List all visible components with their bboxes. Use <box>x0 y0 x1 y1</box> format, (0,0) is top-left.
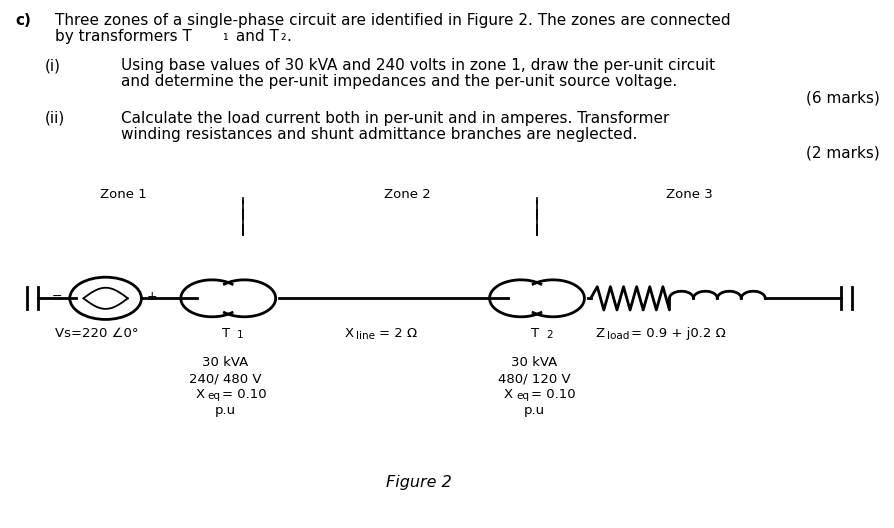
Text: −: − <box>52 290 63 303</box>
Text: by transformers T: by transformers T <box>55 29 192 44</box>
Text: (2 marks): (2 marks) <box>805 145 879 160</box>
Text: = 0.10: = 0.10 <box>222 388 266 401</box>
Text: T: T <box>530 327 538 341</box>
Text: T: T <box>222 327 230 341</box>
Text: 2: 2 <box>545 330 552 340</box>
Text: X: X <box>344 327 353 341</box>
Text: ₁: ₁ <box>222 29 227 43</box>
Text: 480/ 120 V: 480/ 120 V <box>497 372 570 385</box>
Text: (ii): (ii) <box>45 111 65 126</box>
Text: Vs=220 ∠0°: Vs=220 ∠0° <box>55 327 139 341</box>
Text: .: . <box>286 29 291 44</box>
Text: p.u: p.u <box>523 404 544 417</box>
Text: = 0.10: = 0.10 <box>530 388 575 401</box>
Text: and determine the per-unit impedances and the per-unit source voltage.: and determine the per-unit impedances an… <box>121 74 677 89</box>
Text: +: + <box>147 290 157 303</box>
Text: 30 kVA: 30 kVA <box>510 356 557 370</box>
Text: winding resistances and shunt admittance branches are neglected.: winding resistances and shunt admittance… <box>121 127 637 142</box>
Text: load: load <box>606 331 628 341</box>
Text: = 0.9 + j0.2 Ω: = 0.9 + j0.2 Ω <box>630 327 725 341</box>
Text: Calculate the load current both in per-unit and in amperes. Transformer: Calculate the load current both in per-u… <box>121 111 669 126</box>
Text: Zone 1: Zone 1 <box>100 187 147 201</box>
Text: Zone 2: Zone 2 <box>384 187 430 201</box>
Text: line: line <box>356 331 375 341</box>
Text: (6 marks): (6 marks) <box>805 91 879 106</box>
Text: Three zones of a single-phase circuit are identified in Figure 2. The zones are : Three zones of a single-phase circuit ar… <box>55 13 730 28</box>
Text: = 2 Ω: = 2 Ω <box>378 327 417 341</box>
Text: 1: 1 <box>237 330 243 340</box>
Text: Figure 2: Figure 2 <box>385 475 451 490</box>
Text: c): c) <box>15 13 31 28</box>
Text: and T: and T <box>231 29 278 44</box>
Text: 240/ 480 V: 240/ 480 V <box>189 372 262 385</box>
Text: Z: Z <box>595 327 603 341</box>
Text: 30 kVA: 30 kVA <box>202 356 249 370</box>
Text: Zone 3: Zone 3 <box>665 187 712 201</box>
Text: Using base values of 30 kVA and 240 volts in zone 1, draw the per-unit circuit: Using base values of 30 kVA and 240 volt… <box>121 58 714 73</box>
Text: p.u: p.u <box>215 404 236 417</box>
Text: eq: eq <box>516 391 529 401</box>
Text: eq: eq <box>207 391 221 401</box>
Text: X: X <box>195 388 204 401</box>
Text: X: X <box>503 388 512 401</box>
Text: ₂: ₂ <box>280 29 285 43</box>
Text: (i): (i) <box>45 58 61 73</box>
